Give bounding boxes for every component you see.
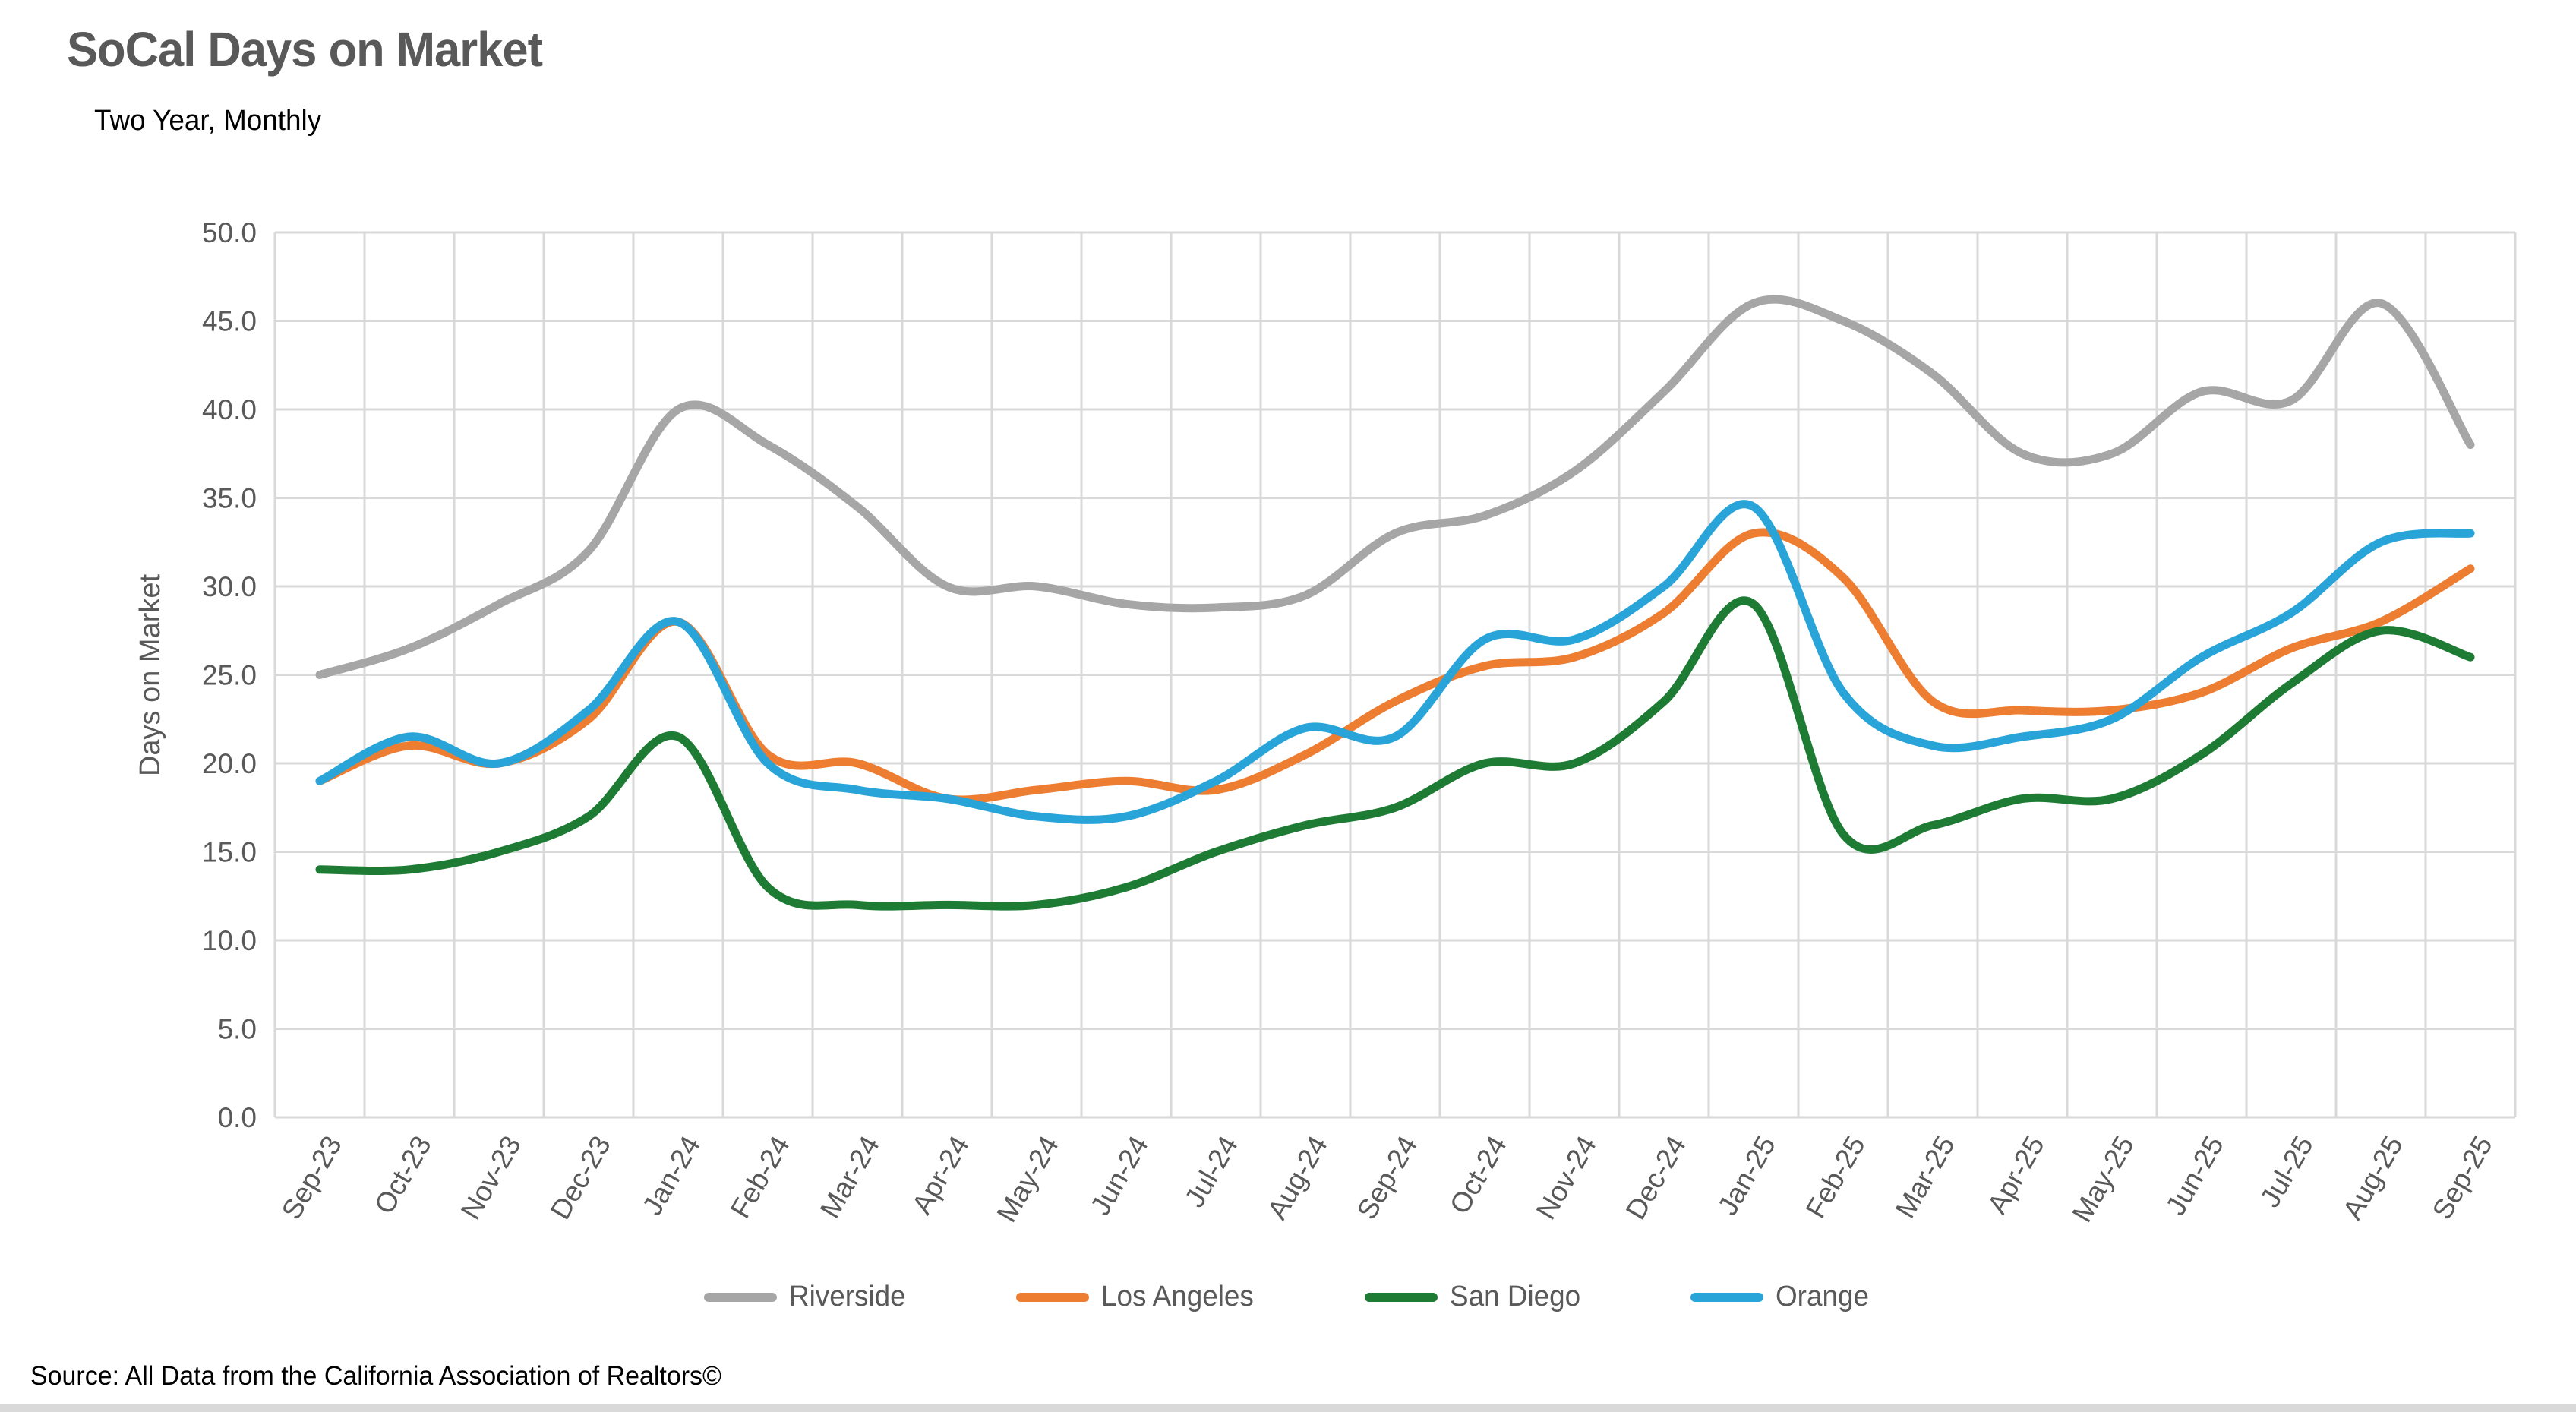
- legend-swatch: [704, 1292, 778, 1302]
- y-tick-label: 50.0: [202, 217, 257, 248]
- x-tick-label: Aug-24: [1261, 1131, 1334, 1225]
- x-tick-label: Aug-25: [2337, 1131, 2409, 1225]
- x-tick-label: Apr-24: [906, 1131, 975, 1220]
- x-tick-label: Jul-24: [1179, 1131, 1244, 1213]
- legend-item-orange: Orange: [1690, 1281, 1872, 1313]
- x-tick-label: Apr-25: [1981, 1131, 2050, 1220]
- x-tick-label: May-24: [991, 1131, 1065, 1227]
- series-line-orange: [315, 500, 2475, 824]
- chart-title: SoCal Days on Market: [67, 22, 543, 77]
- chart-legend: Riverside Los Angeles San Diego Orange: [0, 1281, 2576, 1313]
- x-tick-label: Jun-25: [2160, 1131, 2230, 1221]
- y-tick-label: 45.0: [202, 306, 257, 337]
- legend-swatch: [1364, 1292, 1438, 1302]
- y-tick-label: 40.0: [202, 394, 257, 425]
- x-tick-label: Jan-25: [1712, 1131, 1782, 1221]
- x-tick-label: Sep-24: [1351, 1131, 1423, 1225]
- x-tick-label: Mar-24: [814, 1131, 886, 1224]
- y-tick-label: 5.0: [218, 1014, 257, 1045]
- gridlines: [273, 231, 2517, 1119]
- x-tick-label: Mar-25: [1889, 1131, 1961, 1224]
- x-tick-label: Feb-25: [1800, 1131, 1871, 1224]
- legend-label: San Diego: [1449, 1281, 1580, 1312]
- x-tick-label: Dec-24: [1620, 1131, 1692, 1225]
- y-axis-title: Days on Market: [134, 574, 166, 777]
- x-tick-label: Sep-25: [2426, 1131, 2499, 1225]
- bottom-strip: [0, 1404, 2576, 1412]
- legend-swatch: [1690, 1292, 1764, 1302]
- x-tick-label: Oct-23: [368, 1131, 437, 1220]
- y-tick-label: 30.0: [202, 571, 257, 602]
- x-tick-label: Sep-23: [276, 1131, 348, 1225]
- x-tick-label: Dec-23: [545, 1131, 617, 1225]
- x-tick-label: Oct-24: [1444, 1131, 1513, 1220]
- x-tick-label: Nov-24: [1530, 1131, 1602, 1225]
- chart-subtitle: Two Year, Monthly: [94, 105, 322, 137]
- y-tick-label: 10.0: [202, 925, 257, 956]
- y-tick-label: 35.0: [202, 483, 257, 514]
- legend-label: Orange: [1776, 1281, 1870, 1312]
- y-tick-label: 25.0: [202, 660, 257, 691]
- series-line-riverside: [315, 295, 2475, 679]
- x-tick-label: Jun-24: [1084, 1131, 1154, 1221]
- x-tick-label: Jul-25: [2254, 1131, 2319, 1213]
- x-tick-label: Jan-24: [636, 1131, 706, 1221]
- source-note: Source: All Data from the California Ass…: [30, 1361, 722, 1391]
- legend-label: Los Angeles: [1100, 1281, 1254, 1312]
- y-tick-label: 20.0: [202, 748, 257, 779]
- legend-swatch: [1015, 1292, 1089, 1302]
- y-tick-label: 0.0: [218, 1102, 257, 1133]
- legend-item-san-diego: San Diego: [1364, 1281, 1584, 1313]
- legend-item-los-angeles: Los Angeles: [1015, 1281, 1258, 1313]
- x-tick-label: Feb-24: [724, 1131, 796, 1224]
- legend-item-riverside: Riverside: [704, 1281, 909, 1313]
- x-tick-label: Nov-23: [455, 1131, 527, 1225]
- series-line-san-diego: [315, 596, 2475, 911]
- x-tick-label: May-25: [2066, 1131, 2140, 1227]
- y-tick-label: 15.0: [202, 837, 257, 868]
- legend-label: Riverside: [789, 1281, 906, 1312]
